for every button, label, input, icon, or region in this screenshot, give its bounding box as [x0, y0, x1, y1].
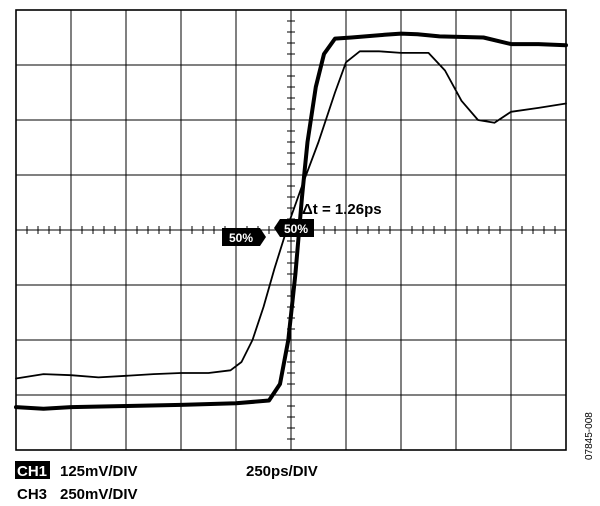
ch3-scale: 250mV/DIV	[60, 486, 138, 503]
traces	[14, 31, 568, 411]
marker-right: 50%	[274, 219, 314, 237]
marker-right-label: 50%	[284, 222, 308, 236]
ch1-label-box	[15, 461, 50, 479]
trace-thick	[14, 31, 568, 411]
marker-left-label: 50%	[229, 231, 253, 245]
figure-id: 07845-008	[584, 412, 595, 460]
ch1-scale: 125mV/DIV	[60, 463, 138, 480]
time-scale: 250ps/DIV	[246, 463, 318, 480]
ch1-label: CH1	[17, 463, 47, 480]
delta-t-annotation: Δt = 1.26ps	[302, 201, 382, 218]
trace-thin	[15, 50, 567, 380]
marker-left: 50%	[222, 228, 266, 246]
ch3-label: CH3	[17, 486, 47, 503]
